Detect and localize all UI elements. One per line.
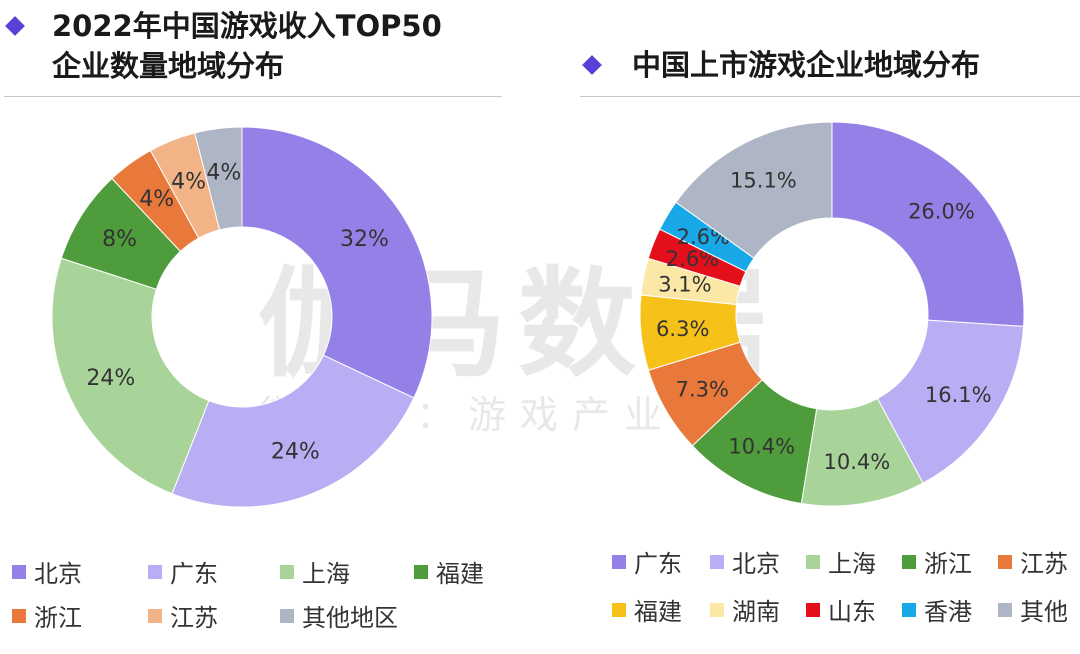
legend-label: 广东	[634, 550, 682, 578]
legend-swatch	[280, 564, 294, 579]
slice-label-2: 16.1%	[925, 383, 992, 407]
legend-swatch	[710, 554, 724, 569]
left-title-divider	[4, 96, 502, 97]
legend-label: 上海	[828, 550, 876, 578]
donut-slice-1	[241, 126, 433, 399]
legend-swatch	[280, 608, 294, 623]
left-chart-title-line1: 2022年中国游戏收入TOP50	[52, 9, 442, 43]
right-chart-title: 中国上市游戏企业地域分布	[632, 48, 981, 82]
slice-label-6: 6.3%	[656, 317, 709, 341]
legend-item-4: 浙江	[902, 544, 972, 579]
right-chart-panel: 中国上市游戏企业地域分布 26.0% 16.1% 10.4% 10.4% 7.3% 6.3…	[540, 0, 1080, 654]
slice-label-3: 10.4%	[824, 450, 891, 474]
legend-label: 其他	[1020, 598, 1068, 626]
legend-item-1: 广东	[612, 544, 682, 579]
legend-swatch	[806, 602, 820, 617]
left-donut-chart: 32%24%24%8%4%4% 4%	[51, 126, 433, 508]
legend-label: 北京	[34, 560, 82, 588]
donut-slice-2	[876, 319, 1025, 484]
legend-item-6: 福建	[612, 592, 682, 627]
slice-label-6: 4%	[171, 170, 206, 195]
legend-swatch	[612, 602, 626, 617]
legend-swatch	[12, 564, 26, 579]
legend-item-7: 湖南	[710, 592, 780, 627]
legend-item-5: 江苏	[998, 544, 1068, 579]
legend-swatch	[902, 554, 916, 569]
legend-label: 福建	[634, 598, 682, 626]
legend-label: 江苏	[1020, 550, 1068, 578]
legend-label: 山东	[828, 598, 876, 626]
right-title-divider	[580, 96, 1080, 97]
legend-item-5: 浙江	[12, 598, 82, 633]
legend-label: 江苏	[170, 604, 218, 632]
slice-label-3: 24%	[86, 366, 135, 391]
legend-label: 上海	[302, 560, 350, 588]
slice-label-1: 26.0%	[908, 199, 975, 223]
left-chart-title-line2: 企业数量地域分布	[52, 49, 285, 83]
legend-swatch	[998, 602, 1012, 617]
legend-item-4: 福建	[414, 554, 484, 589]
legend-item-7: 其他地区	[280, 598, 398, 633]
slice-label-7: 4%	[206, 161, 241, 186]
legend-label: 浙江	[924, 550, 972, 578]
slice-label-7: 3.1%	[658, 273, 711, 297]
legend-label: 香港	[924, 598, 972, 626]
legend-label: 北京	[732, 550, 780, 578]
title-diamond-icon	[582, 55, 602, 75]
legend-swatch	[710, 602, 724, 617]
legend-swatch	[902, 602, 916, 617]
donut-slice-1	[831, 121, 1025, 327]
right-donut-chart: 26.0%16.1%10.4%10.4%7.3%6.3%3.1%2.6%2.6%…	[639, 121, 1025, 507]
slice-label-1: 32%	[340, 227, 389, 252]
slice-label-4: 10.4%	[728, 435, 795, 459]
legend-swatch	[148, 564, 162, 579]
title-diamond-icon	[5, 16, 25, 36]
donut-slice-2	[171, 354, 415, 508]
legend-label: 湖南	[732, 598, 780, 626]
legend-item-10: 其他	[998, 592, 1068, 627]
legend-label: 广东	[170, 560, 218, 588]
legend-item-2: 广东	[148, 554, 218, 589]
legend-label: 其他地区	[302, 604, 398, 632]
legend-item-1: 北京	[12, 554, 82, 589]
donut-slice-10	[675, 121, 833, 259]
donut-slice-3	[51, 257, 210, 495]
legend-item-9: 香港	[902, 592, 972, 627]
slice-label-5: 7.3%	[676, 377, 729, 401]
legend-label: 福建	[436, 560, 484, 588]
slice-label-5: 4%	[139, 187, 174, 212]
legend-item-8: 山东	[806, 592, 876, 627]
legend-swatch	[612, 554, 626, 569]
slice-label-10: 15.1%	[730, 169, 797, 193]
slice-label-2: 24%	[271, 439, 320, 464]
legend-item-3: 上海	[280, 554, 350, 589]
legend-label: 浙江	[34, 604, 82, 632]
legend-swatch	[148, 608, 162, 623]
legend-swatch	[12, 608, 26, 623]
legend-swatch	[998, 554, 1012, 569]
legend-swatch	[806, 554, 820, 569]
legend-swatch	[414, 564, 428, 579]
legend-item-6: 江苏	[148, 598, 218, 633]
slice-label-8: 2.6%	[666, 247, 719, 271]
slice-label-4: 8%	[102, 227, 137, 252]
legend-item-3: 上海	[806, 544, 876, 579]
left-chart-panel: 2022年中国游戏收入TOP50 企业数量地域分布 32% 24% 24% 8% 4% 4…	[4, 9, 502, 633]
donut-slice-7	[194, 126, 243, 231]
legend-item-2: 北京	[710, 544, 780, 579]
